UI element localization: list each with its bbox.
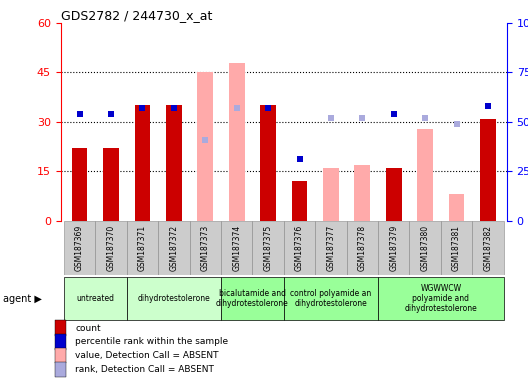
- Bar: [229, 63, 244, 221]
- Bar: [127, 221, 158, 275]
- Text: GDS2782 / 244730_x_at: GDS2782 / 244730_x_at: [61, 9, 212, 22]
- Text: dihydrotestolerone: dihydrotestolerone: [137, 294, 210, 303]
- Bar: [158, 221, 190, 275]
- Bar: [354, 165, 370, 221]
- Bar: [95, 221, 127, 275]
- Text: percentile rank within the sample: percentile rank within the sample: [76, 338, 229, 346]
- Bar: [323, 168, 339, 221]
- Text: GSM187375: GSM187375: [263, 225, 272, 271]
- Bar: [386, 168, 402, 221]
- Text: GSM187380: GSM187380: [421, 225, 430, 271]
- Bar: [197, 73, 213, 221]
- Bar: [284, 277, 378, 320]
- Text: GSM187381: GSM187381: [452, 225, 461, 271]
- Text: GSM187377: GSM187377: [326, 225, 335, 271]
- Bar: [284, 221, 315, 275]
- Text: GSM187371: GSM187371: [138, 225, 147, 271]
- Bar: [315, 221, 347, 275]
- Bar: [55, 362, 66, 377]
- Text: untreated: untreated: [76, 294, 114, 303]
- Bar: [480, 119, 496, 221]
- Text: GSM187369: GSM187369: [75, 225, 84, 271]
- Bar: [378, 221, 410, 275]
- Bar: [127, 277, 221, 320]
- Bar: [252, 221, 284, 275]
- Text: GSM187379: GSM187379: [389, 225, 398, 271]
- Bar: [55, 334, 66, 349]
- Bar: [190, 221, 221, 275]
- Text: GSM187374: GSM187374: [232, 225, 241, 271]
- Text: GSM187370: GSM187370: [107, 225, 116, 271]
- Bar: [473, 221, 504, 275]
- Text: value, Detection Call = ABSENT: value, Detection Call = ABSENT: [76, 351, 219, 361]
- Bar: [72, 148, 88, 221]
- Bar: [347, 221, 378, 275]
- Text: count: count: [76, 323, 101, 333]
- Text: GSM187376: GSM187376: [295, 225, 304, 271]
- Text: WGWWCW
polyamide and
dihydrotestolerone: WGWWCW polyamide and dihydrotestolerone: [404, 284, 477, 313]
- Text: bicalutamide and
dihydrotestolerone: bicalutamide and dihydrotestolerone: [216, 289, 289, 308]
- Bar: [166, 106, 182, 221]
- Bar: [260, 106, 276, 221]
- Text: GSM187382: GSM187382: [484, 225, 493, 271]
- Bar: [221, 221, 252, 275]
- Text: GSM187372: GSM187372: [169, 225, 178, 271]
- Bar: [55, 348, 66, 364]
- Text: rank, Detection Call = ABSENT: rank, Detection Call = ABSENT: [76, 366, 214, 374]
- Bar: [417, 129, 433, 221]
- Text: agent ▶: agent ▶: [3, 293, 42, 304]
- Bar: [378, 277, 504, 320]
- Bar: [135, 106, 150, 221]
- Bar: [64, 221, 95, 275]
- Bar: [103, 148, 119, 221]
- Text: GSM187378: GSM187378: [358, 225, 367, 271]
- Bar: [64, 277, 127, 320]
- Bar: [221, 277, 284, 320]
- Text: control polyamide an
dihydrotestolerone: control polyamide an dihydrotestolerone: [290, 289, 372, 308]
- Bar: [410, 221, 441, 275]
- Bar: [55, 321, 66, 336]
- Bar: [449, 194, 465, 221]
- Text: GSM187373: GSM187373: [201, 225, 210, 271]
- Bar: [291, 181, 307, 221]
- Bar: [441, 221, 473, 275]
